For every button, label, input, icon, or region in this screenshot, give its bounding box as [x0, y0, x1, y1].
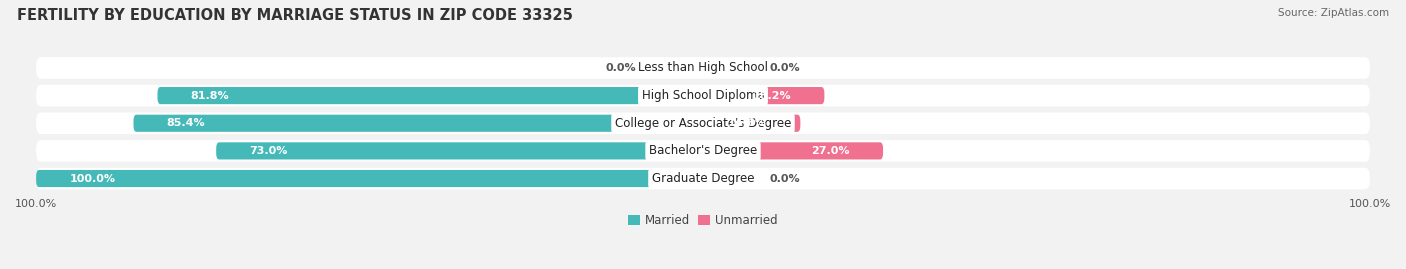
Legend: Married, Unmarried: Married, Unmarried: [624, 209, 782, 232]
FancyBboxPatch shape: [37, 112, 1369, 134]
FancyBboxPatch shape: [703, 87, 824, 104]
Text: 100.0%: 100.0%: [69, 174, 115, 183]
FancyBboxPatch shape: [37, 85, 1369, 106]
FancyBboxPatch shape: [703, 115, 800, 132]
FancyBboxPatch shape: [134, 115, 703, 132]
Text: College or Associate's Degree: College or Associate's Degree: [614, 117, 792, 130]
Text: Bachelor's Degree: Bachelor's Degree: [650, 144, 756, 157]
FancyBboxPatch shape: [37, 140, 1369, 162]
Text: 73.0%: 73.0%: [249, 146, 288, 156]
Text: Source: ZipAtlas.com: Source: ZipAtlas.com: [1278, 8, 1389, 18]
Text: 81.8%: 81.8%: [191, 91, 229, 101]
FancyBboxPatch shape: [703, 142, 883, 160]
FancyBboxPatch shape: [676, 59, 703, 76]
FancyBboxPatch shape: [217, 142, 703, 160]
Text: 27.0%: 27.0%: [811, 146, 849, 156]
FancyBboxPatch shape: [703, 59, 730, 76]
FancyBboxPatch shape: [703, 170, 730, 187]
Text: 0.0%: 0.0%: [769, 63, 800, 73]
FancyBboxPatch shape: [37, 170, 703, 187]
FancyBboxPatch shape: [37, 168, 1369, 189]
Text: FERTILITY BY EDUCATION BY MARRIAGE STATUS IN ZIP CODE 33325: FERTILITY BY EDUCATION BY MARRIAGE STATU…: [17, 8, 572, 23]
Text: Graduate Degree: Graduate Degree: [652, 172, 754, 185]
Text: 0.0%: 0.0%: [606, 63, 637, 73]
Text: 85.4%: 85.4%: [167, 118, 205, 128]
FancyBboxPatch shape: [157, 87, 703, 104]
FancyBboxPatch shape: [37, 57, 1369, 79]
Text: High School Diploma: High School Diploma: [641, 89, 765, 102]
Text: Less than High School: Less than High School: [638, 61, 768, 75]
Text: 14.6%: 14.6%: [728, 118, 768, 128]
Text: 0.0%: 0.0%: [769, 174, 800, 183]
Text: 18.2%: 18.2%: [752, 91, 792, 101]
